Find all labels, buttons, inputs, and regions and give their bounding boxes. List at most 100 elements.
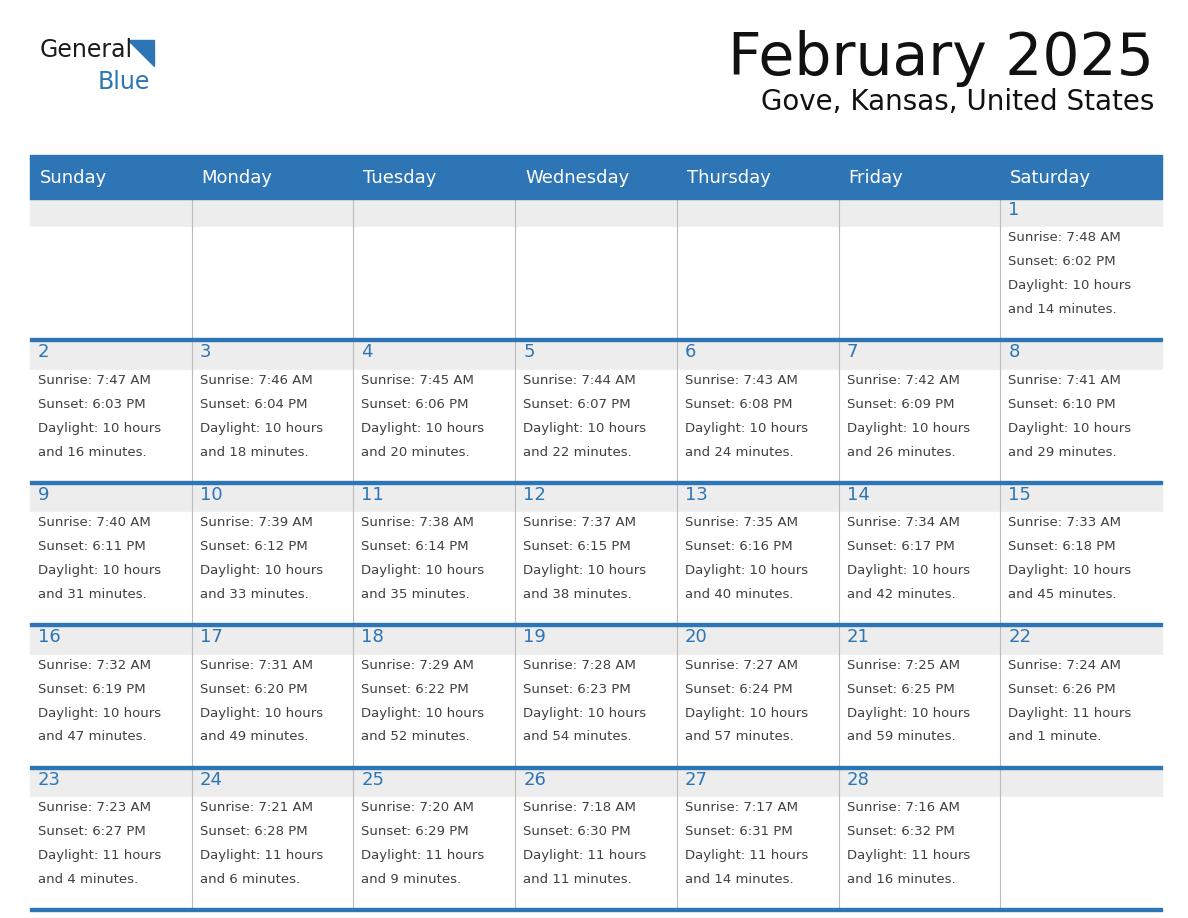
Text: February 2025: February 2025 <box>728 30 1154 87</box>
Text: Daylight: 10 hours: Daylight: 10 hours <box>684 565 808 577</box>
Text: Sunset: 6:22 PM: Sunset: 6:22 PM <box>361 683 469 696</box>
Text: 26: 26 <box>523 770 546 789</box>
Text: Sunrise: 7:31 AM: Sunrise: 7:31 AM <box>200 659 312 672</box>
Text: Sunset: 6:10 PM: Sunset: 6:10 PM <box>1009 397 1116 411</box>
Bar <box>30 481 1162 484</box>
Bar <box>353 512 516 623</box>
Text: Daylight: 11 hours: Daylight: 11 hours <box>361 849 485 862</box>
Bar <box>839 370 1000 481</box>
Text: Sunset: 6:18 PM: Sunset: 6:18 PM <box>1009 540 1116 554</box>
Text: Sunset: 6:03 PM: Sunset: 6:03 PM <box>38 397 146 411</box>
Text: Sunset: 6:09 PM: Sunset: 6:09 PM <box>847 397 954 411</box>
Bar <box>677 199 839 228</box>
Text: Sunrise: 7:21 AM: Sunrise: 7:21 AM <box>200 801 312 814</box>
Text: Sunset: 6:23 PM: Sunset: 6:23 PM <box>523 683 631 696</box>
Bar <box>839 228 1000 339</box>
Text: Sunrise: 7:34 AM: Sunrise: 7:34 AM <box>847 516 960 530</box>
Bar <box>191 626 353 655</box>
Text: 22: 22 <box>1009 628 1031 646</box>
Text: Sunset: 6:07 PM: Sunset: 6:07 PM <box>523 397 631 411</box>
Bar <box>677 484 839 512</box>
Bar <box>353 626 516 655</box>
Bar <box>30 155 1162 160</box>
Bar <box>30 623 1162 626</box>
Text: Daylight: 10 hours: Daylight: 10 hours <box>361 421 485 435</box>
Text: Sunset: 6:31 PM: Sunset: 6:31 PM <box>684 825 792 838</box>
Text: Tuesday: Tuesday <box>364 169 437 187</box>
Text: 20: 20 <box>684 628 708 646</box>
Text: and 29 minutes.: and 29 minutes. <box>1009 445 1117 459</box>
Text: Daylight: 10 hours: Daylight: 10 hours <box>1009 279 1131 292</box>
Bar <box>677 626 839 655</box>
Text: Sunrise: 7:16 AM: Sunrise: 7:16 AM <box>847 801 960 814</box>
Bar <box>30 158 191 196</box>
Text: Daylight: 10 hours: Daylight: 10 hours <box>1009 565 1131 577</box>
Text: Daylight: 10 hours: Daylight: 10 hours <box>38 707 162 720</box>
Text: and 14 minutes.: and 14 minutes. <box>684 873 794 886</box>
Bar <box>516 228 677 339</box>
Polygon shape <box>128 40 154 66</box>
Bar <box>30 341 191 370</box>
Bar <box>839 797 1000 908</box>
Bar <box>516 655 677 766</box>
Text: 12: 12 <box>523 486 546 504</box>
Bar <box>839 484 1000 512</box>
Text: Sunset: 6:15 PM: Sunset: 6:15 PM <box>523 540 631 554</box>
Text: Daylight: 10 hours: Daylight: 10 hours <box>684 707 808 720</box>
Text: Sunrise: 7:27 AM: Sunrise: 7:27 AM <box>684 659 798 672</box>
Text: Daylight: 10 hours: Daylight: 10 hours <box>361 707 485 720</box>
Text: Sunrise: 7:23 AM: Sunrise: 7:23 AM <box>38 801 151 814</box>
Bar <box>30 908 1162 911</box>
Text: Sunrise: 7:40 AM: Sunrise: 7:40 AM <box>38 516 151 530</box>
Text: and 42 minutes.: and 42 minutes. <box>847 588 955 601</box>
Bar <box>30 768 191 797</box>
Bar <box>1000 484 1162 512</box>
Text: Daylight: 10 hours: Daylight: 10 hours <box>523 707 646 720</box>
Text: and 40 minutes.: and 40 minutes. <box>684 588 794 601</box>
Text: Saturday: Saturday <box>1010 169 1092 187</box>
Text: Daylight: 10 hours: Daylight: 10 hours <box>361 565 485 577</box>
Text: and 54 minutes.: and 54 minutes. <box>523 731 632 744</box>
Bar <box>1000 768 1162 797</box>
Text: 18: 18 <box>361 628 384 646</box>
Text: 1: 1 <box>1009 201 1019 219</box>
Text: and 6 minutes.: and 6 minutes. <box>200 873 299 886</box>
Bar <box>839 158 1000 196</box>
Bar <box>191 341 353 370</box>
Text: and 9 minutes.: and 9 minutes. <box>361 873 462 886</box>
Text: 8: 8 <box>1009 343 1019 362</box>
Text: Daylight: 11 hours: Daylight: 11 hours <box>38 849 162 862</box>
Text: 21: 21 <box>847 628 870 646</box>
Bar <box>191 768 353 797</box>
Text: and 24 minutes.: and 24 minutes. <box>684 445 794 459</box>
Text: and 14 minutes.: and 14 minutes. <box>1009 303 1117 317</box>
Bar <box>839 199 1000 228</box>
Bar <box>677 512 839 623</box>
Bar <box>30 626 191 655</box>
Bar <box>677 341 839 370</box>
Text: 24: 24 <box>200 770 222 789</box>
Text: Daylight: 11 hours: Daylight: 11 hours <box>200 849 323 862</box>
Text: Sunset: 6:25 PM: Sunset: 6:25 PM <box>847 683 954 696</box>
Bar <box>353 484 516 512</box>
Text: Daylight: 11 hours: Daylight: 11 hours <box>1009 707 1131 720</box>
Text: Blue: Blue <box>97 70 151 94</box>
Bar <box>677 228 839 339</box>
Text: Wednesday: Wednesday <box>525 169 630 187</box>
Bar <box>1000 626 1162 655</box>
Bar <box>191 199 353 228</box>
Text: Sunset: 6:27 PM: Sunset: 6:27 PM <box>38 825 146 838</box>
Bar <box>353 228 516 339</box>
Bar <box>516 797 677 908</box>
Text: Sunrise: 7:18 AM: Sunrise: 7:18 AM <box>523 801 636 814</box>
Text: 7: 7 <box>847 343 858 362</box>
Bar <box>191 655 353 766</box>
Text: and 52 minutes.: and 52 minutes. <box>361 731 470 744</box>
Bar <box>191 797 353 908</box>
Text: and 33 minutes.: and 33 minutes. <box>200 588 309 601</box>
Text: Sunset: 6:24 PM: Sunset: 6:24 PM <box>684 683 792 696</box>
Text: Sunday: Sunday <box>40 169 107 187</box>
Text: Sunset: 6:17 PM: Sunset: 6:17 PM <box>847 540 954 554</box>
Text: Sunrise: 7:25 AM: Sunrise: 7:25 AM <box>847 659 960 672</box>
Bar <box>516 341 677 370</box>
